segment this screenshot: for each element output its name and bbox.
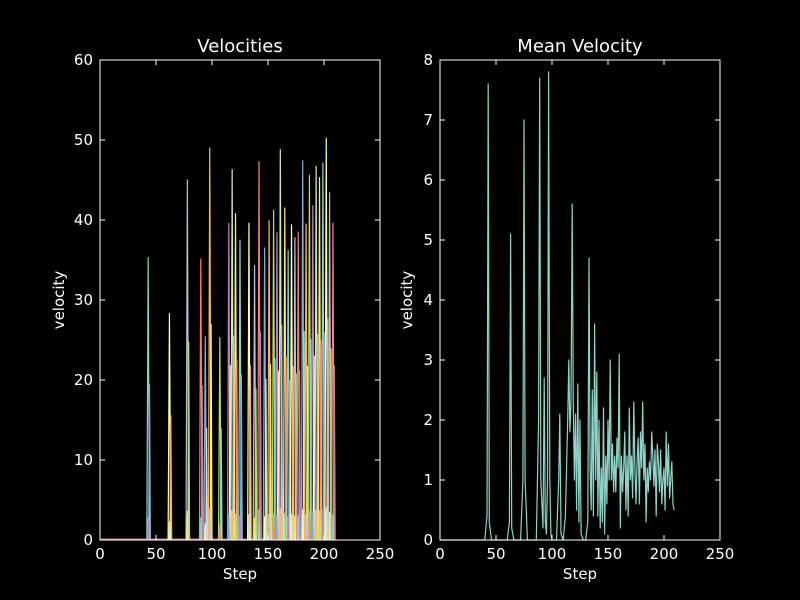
velocity-secondary-series [187,341,191,541]
velocity-small-series [263,516,266,541]
velocity-secondary-series [254,388,258,541]
velocities-title: Velocities [197,36,282,57]
velocity-secondary-series [200,384,204,541]
velocities-y-tick-label: 30 [74,291,93,309]
velocity-small-series [304,514,308,541]
velocity-small-series [293,515,297,541]
mean-velocity-y-tick-label: 4 [423,291,433,309]
mean-velocity-ticks: 0 50 100 150 200 250 0 1 2 3 4 5 6 7 8 [423,51,734,563]
velocity-secondary-series [258,331,262,541]
velocity-secondary-series [209,323,213,541]
velocity-small-series [311,512,314,541]
velocities-series-group [100,137,336,541]
velocities-y-tick-label: 40 [74,211,93,229]
mean-velocity-x-tick-label: 50 [486,545,505,563]
velocity-small-series [231,509,234,541]
velocity-small-series [318,510,321,541]
mean-velocity-x-tick-label: 150 [594,545,623,563]
velocity-secondary-series [148,384,151,541]
velocities-x-tick-label: 200 [310,545,339,563]
velocity-small-series [308,510,311,541]
velocity-secondary-series [332,365,336,541]
velocities-y-axis-label: velocity [50,271,68,330]
mean-velocity-y-tick-label: 7 [423,111,433,129]
velocity-small-series [315,509,318,541]
velocities-x-axis-label: Step [223,565,257,583]
velocity-small-series [247,514,251,541]
velocity-secondary-series [248,365,252,541]
velocity-small-series [257,509,261,541]
velocities-x-tick-label: 250 [366,545,395,563]
velocities-y-tick-label: 10 [74,451,93,469]
mean-velocity-x-tick-label: 250 [706,545,735,563]
velocity-small-series [204,523,207,541]
velocities-y-tick-label: 50 [74,131,93,149]
mean-velocity-y-tick-label: 8 [423,51,433,69]
mean-velocity-y-tick-label: 2 [423,411,433,429]
velocity-secondary-series [239,374,243,541]
mean-velocity-x-tick-label: 100 [538,545,567,563]
velocity-small-series [328,511,331,541]
mean-velocity-y-tick-label: 6 [423,171,433,189]
velocity-small-series [297,514,300,541]
velocities-x-tick-label: 0 [95,545,105,563]
velocity-small-series [279,508,282,541]
velocities-x-tick-label: 150 [254,545,283,563]
velocity-small-series [253,517,256,541]
mean-velocity-chart: 0 50 100 150 200 250 0 1 2 3 4 5 6 7 8 Mean Velocity S… [398,36,734,583]
velocity-small-series [234,513,237,541]
velocity-small-series [186,510,189,541]
velocity-secondary-series [298,370,302,541]
velocity-secondary-series [264,378,268,541]
mean-velocity-title: Mean Velocity [517,36,643,57]
velocity-small-series [321,509,325,541]
velocity-small-series [199,516,202,541]
mean-velocity-y-axis-label: velocity [398,271,416,330]
velocities-y-tick-label: 0 [83,531,93,549]
velocity-small-series [208,508,211,541]
velocity-small-series [227,514,230,541]
velocities-ticks: 0 50 100 150 200 250 0 10 20 30 40 50 60 [74,51,394,563]
velocities-x-tick-label: 50 [146,545,165,563]
velocity-small-series [238,515,242,541]
velocity-small-series [147,516,150,541]
mean-velocity-line-series [440,71,675,541]
velocity-small-series [218,523,221,541]
velocities-y-tick-label: 20 [74,371,93,389]
velocity-secondary-series [268,363,272,541]
velocity-small-series [287,516,290,541]
mean-velocity-x-tick-label: 200 [650,545,679,563]
velocity-small-series [267,513,271,541]
velocity-small-series [283,512,286,541]
velocity-small-series [168,521,171,541]
velocity-small-series [331,514,335,541]
mean-velocity-x-axis-label: Step [563,565,597,583]
velocity-secondary-series [235,359,239,541]
mean-velocity-y-tick-label: 5 [423,231,433,249]
velocity-secondary-series [219,428,223,541]
velocity-secondary-series [169,414,173,541]
velocity-small-series [272,513,275,541]
velocity-small-series [301,509,304,541]
velocities-x-tick-label: 100 [198,545,227,563]
velocity-small-series [290,514,293,541]
mean-velocity-y-tick-label: 3 [423,351,433,369]
velocity-secondary-series [205,427,209,541]
velocities-y-tick-label: 60 [74,51,93,69]
mean-velocity-x-tick-label: 0 [435,545,445,563]
velocity-small-series [275,514,279,541]
mean-velocity-series-group [440,71,675,541]
velocity-secondary-series [280,324,284,541]
mean-velocity-y-tick-label: 0 [423,531,433,549]
mean-velocity-y-tick-label: 1 [423,471,433,489]
velocity-small-series [325,507,328,541]
